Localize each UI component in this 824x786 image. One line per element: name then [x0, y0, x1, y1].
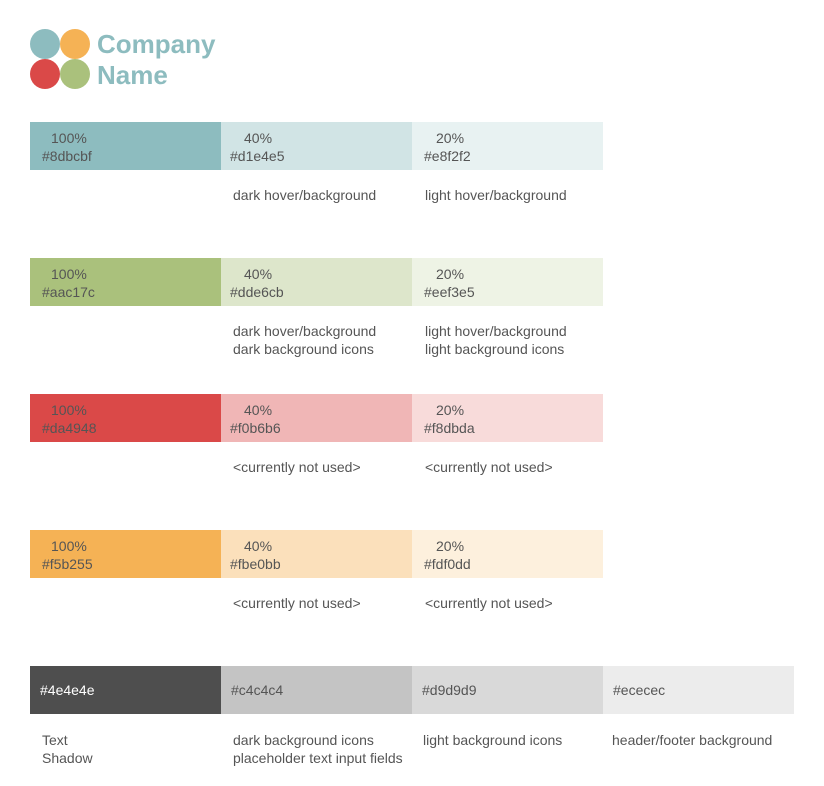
- gray-swatch: #d9d9d9: [412, 666, 603, 714]
- swatch-percent: 100%: [51, 130, 87, 146]
- swatch-hex: #f8dbda: [424, 420, 475, 436]
- logo-dot-teal: [30, 29, 60, 59]
- gray-swatch-row: #4e4e4e #c4c4c4 #d9d9d9 #ececec: [30, 666, 794, 714]
- usage-note: <currently not used>: [425, 595, 553, 611]
- swatch-hex: #fdf0dd: [424, 556, 471, 572]
- usage-note: dark hover/background dark background ico…: [233, 323, 377, 357]
- swatch-hex: #d9d9d9: [422, 682, 477, 698]
- swatch-percent: 20%: [436, 538, 465, 554]
- usage-note: light hover/background light background i…: [425, 323, 567, 357]
- swatch-percent: 40%: [244, 266, 273, 282]
- swatch-hex: #f0b6b6: [230, 420, 281, 436]
- usage-note: light hover/background: [425, 187, 567, 203]
- swatch-percent: 40%: [244, 538, 273, 554]
- color-swatch: 100% #aac17c: [30, 258, 221, 306]
- color-swatch: 20% #fdf0dd: [412, 530, 603, 578]
- color-swatch: 40% #d1e4e5: [221, 122, 412, 170]
- gray-swatch: #ececec: [603, 666, 794, 714]
- usage-note: Text Shadow: [42, 732, 93, 766]
- color-swatch: 100% #8dbcbf: [30, 122, 221, 170]
- logo-dot-green: [60, 59, 90, 89]
- usage-note: header/footer background: [612, 732, 773, 748]
- usage-note: dark hover/background: [233, 187, 377, 203]
- color-swatch: 20% #eef3e5: [412, 258, 603, 306]
- swatch-percent: 40%: [244, 402, 273, 418]
- swatch-hex: #d1e4e5: [230, 148, 285, 164]
- color-swatch: 100% #f5b255: [30, 530, 221, 578]
- color-swatch: 40% #dde6cb: [221, 258, 412, 306]
- company-name: Company Name: [97, 29, 215, 91]
- swatch-hex: #ececec: [613, 682, 666, 698]
- swatch-hex: #e8f2f2: [424, 148, 471, 164]
- swatch-hex: #da4948: [42, 420, 97, 436]
- swatch-hex: #8dbcbf: [42, 148, 92, 164]
- usage-note: dark background icons placeholder text in…: [233, 732, 403, 766]
- usage-note: <currently not used>: [425, 459, 553, 475]
- usage-note: <currently not used>: [233, 459, 361, 475]
- swatch-hex: #dde6cb: [230, 284, 284, 300]
- company-logo: Company Name: [30, 29, 230, 91]
- color-swatch: 20% #f8dbda: [412, 394, 603, 442]
- swatch-hex: #eef3e5: [424, 284, 475, 300]
- color-swatch: 20% #e8f2f2: [412, 122, 603, 170]
- swatch-percent: 20%: [436, 402, 465, 418]
- logo-dot-red: [30, 59, 60, 89]
- color-swatch: 100% #da4948: [30, 394, 221, 442]
- color-swatch: 40% #fbe0bb: [221, 530, 412, 578]
- swatch-hex: #f5b255: [42, 556, 93, 572]
- swatch-hex: #c4c4c4: [231, 682, 284, 698]
- company-name-line1: Company: [97, 29, 216, 59]
- swatch-hex: #fbe0bb: [230, 556, 281, 572]
- swatch-percent: 100%: [51, 538, 87, 554]
- usage-note: <currently not used>: [233, 595, 361, 611]
- company-name-line2: Name: [97, 60, 168, 90]
- swatch-hex: #aac17c: [42, 284, 95, 300]
- logo-dot-orange: [60, 29, 90, 59]
- swatch-percent: 40%: [244, 130, 273, 146]
- gray-swatch: #c4c4c4: [221, 666, 412, 714]
- swatch-percent: 20%: [436, 266, 465, 282]
- usage-note: light background icons: [423, 732, 563, 748]
- color-swatch: 40% #f0b6b6: [221, 394, 412, 442]
- swatch-percent: 20%: [436, 130, 465, 146]
- swatch-percent: 100%: [51, 402, 87, 418]
- swatch-percent: 100%: [51, 266, 87, 282]
- swatch-hex: #4e4e4e: [40, 682, 95, 698]
- gray-swatch: #4e4e4e: [30, 666, 221, 714]
